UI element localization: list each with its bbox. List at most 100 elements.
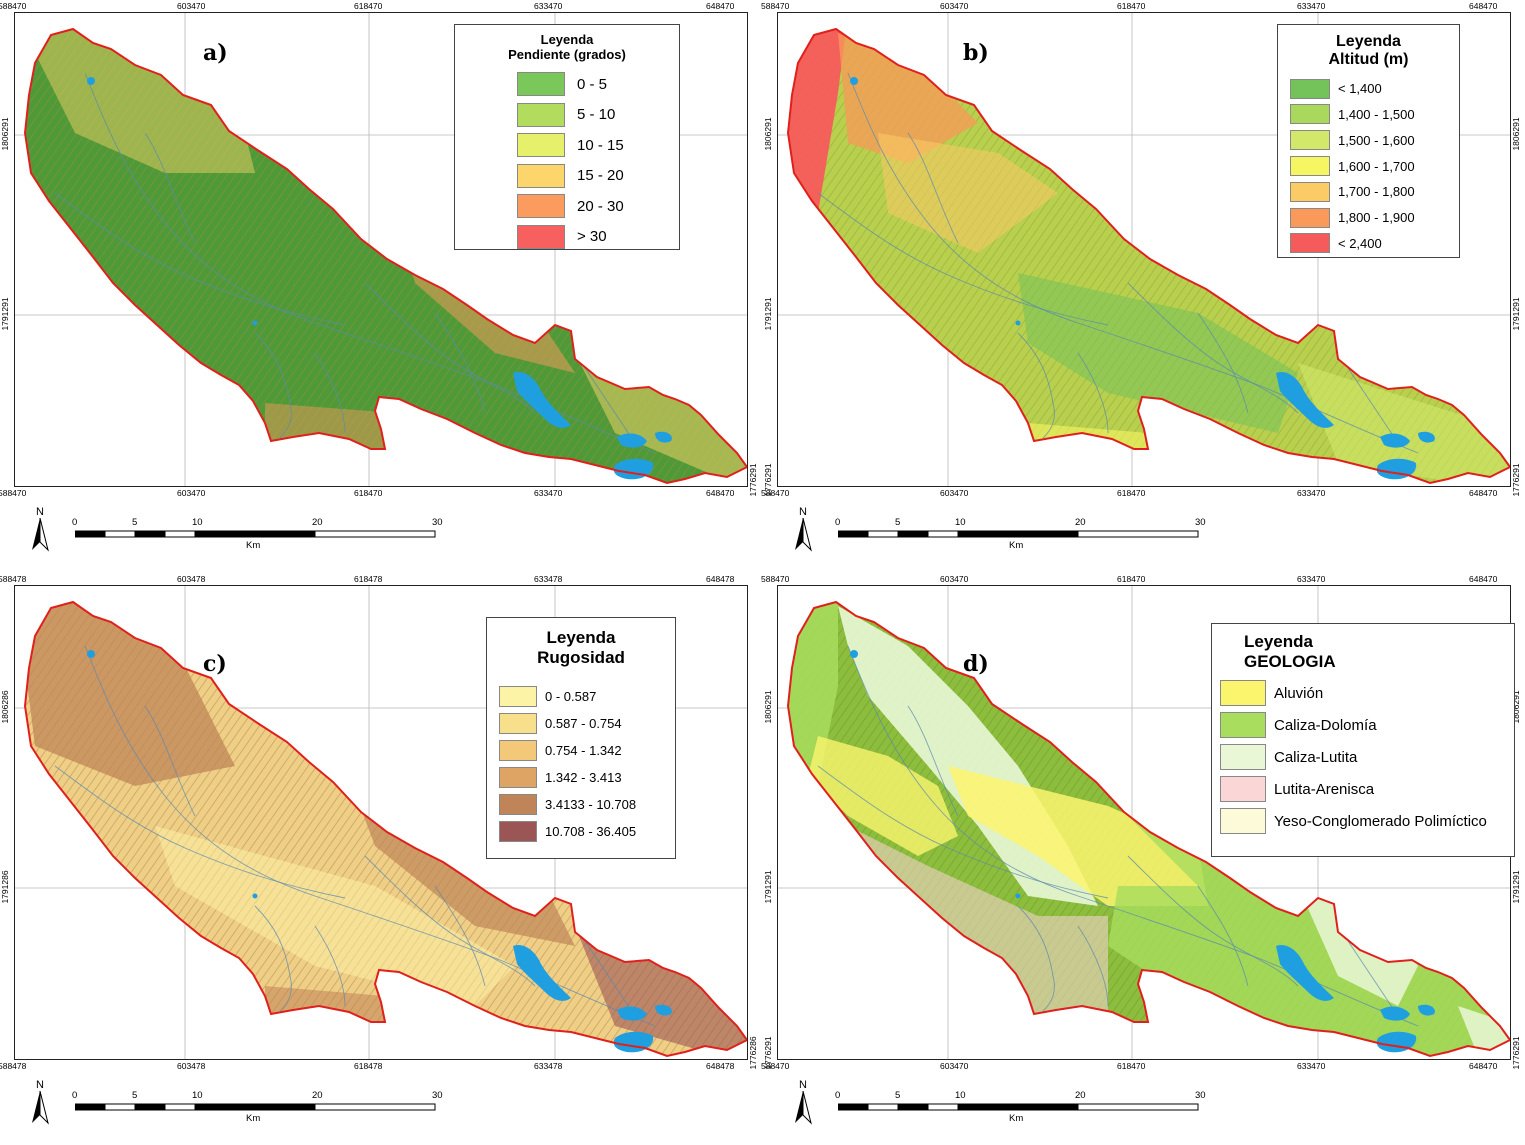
- legend-swatch: [1220, 680, 1266, 707]
- x-tick-top: 603470: [940, 574, 969, 584]
- x-tick-bottom: 603470: [940, 488, 969, 498]
- legend-item: 20 - 30: [517, 191, 679, 222]
- legend-item: 1.342 - 3.413: [499, 764, 675, 791]
- legend-swatch: [517, 194, 565, 219]
- study-area-boundary: [23, 600, 747, 1058]
- north-label: N: [799, 506, 807, 518]
- legend-swatch: [1220, 776, 1266, 803]
- zone-d-2: [808, 736, 958, 856]
- scale-tick-label: 10: [192, 1090, 203, 1101]
- water-body-2: [1380, 433, 1410, 448]
- legend-title-line2: Rugosidad: [537, 647, 625, 667]
- x-tick-top: 618470: [354, 1, 383, 11]
- legend-item-label: 0.587 - 0.754: [545, 716, 622, 732]
- map-panel-c: c) 588478 603478 618478 633478 648478 588478 60…: [0, 573, 762, 1145]
- x-tick-top: 618470: [1117, 1, 1146, 11]
- stream-7: [314, 352, 346, 434]
- legend-item: 1,600 - 1,700: [1290, 153, 1459, 179]
- water-body-2: [617, 1006, 647, 1021]
- y-tick-right: 1791291: [1511, 870, 1521, 904]
- legend-item: 0 - 0.587: [499, 683, 675, 710]
- x-tick-bottom: 618470: [354, 488, 383, 498]
- north-label: N: [36, 1079, 44, 1091]
- x-tick-top: 633470: [1297, 1, 1326, 11]
- stream-4: [144, 705, 196, 817]
- stream-7: [314, 925, 346, 1007]
- legend-item: < 1,400: [1290, 76, 1459, 102]
- x-tick-top: 588470: [0, 1, 27, 11]
- stream-3: [1127, 282, 1299, 414]
- x-tick-top: 603478: [177, 574, 206, 584]
- water-point: [87, 650, 95, 658]
- x-tick-bottom: 648470: [1469, 1061, 1498, 1071]
- water-point: [252, 320, 258, 326]
- legend-item-label: 10.708 - 36.405: [545, 824, 637, 840]
- north-arrow-icon: N: [793, 506, 813, 557]
- x-tick-top: 618478: [354, 574, 383, 584]
- stream-3: [364, 282, 536, 414]
- legend-title-line2: Altitud (m): [1328, 51, 1409, 69]
- scale-bar: 0 5 10 20 30 Km: [70, 516, 443, 552]
- map-canvas-d: [778, 586, 1510, 1059]
- zone-d-4: [808, 806, 1108, 1026]
- legend-item-label: Caliza-Lutita: [1274, 748, 1358, 766]
- map-legend: Leyenda Pendiente (grados) 0 - 5 5 - 10 10 -…: [454, 24, 680, 250]
- y-tick-right: 1776291: [1511, 463, 1521, 497]
- y-tick-left: 1776291: [763, 1036, 773, 1070]
- legend-swatch: [517, 163, 565, 188]
- legend-item-label: 0 - 5: [577, 75, 608, 93]
- north-label: N: [36, 506, 44, 518]
- legend-swatch: [1220, 712, 1266, 739]
- map-canvas-b: [778, 13, 1510, 486]
- y-tick-left: 1806291: [763, 117, 773, 151]
- stream-7: [1077, 352, 1109, 434]
- zone-b-2: [878, 133, 1058, 253]
- legend-swatch: [1290, 233, 1330, 254]
- legend-item: Aluvión: [1220, 677, 1514, 709]
- map-legend: Leyenda GEOLOGIA Aluvión Caliza-Dolomía Cali…: [1211, 623, 1515, 857]
- water-body-3: [1418, 1004, 1435, 1016]
- x-tick-bottom: 618470: [1117, 1061, 1146, 1071]
- x-tick-top: 648470: [1469, 574, 1498, 584]
- legend-item-label: Caliza-Dolomía: [1274, 716, 1377, 734]
- stream-2: [1017, 905, 1055, 1012]
- legend-swatch: [1290, 78, 1330, 99]
- legend-item-label: < 1,400: [1338, 81, 1382, 97]
- legend-title: Leyenda GEOLOGIA: [1212, 632, 1514, 671]
- legend-item: 5 - 10: [517, 99, 679, 130]
- x-tick-top: 648478: [706, 574, 735, 584]
- y-tick-left: 1806291: [763, 690, 773, 724]
- legend-title-line1: Leyenda: [546, 628, 616, 647]
- legend-item-label: 1.342 - 3.413: [545, 770, 622, 786]
- map-legend: Leyenda Altitud (m) < 1,400 1,400 - 1,500 1,…: [1277, 24, 1460, 258]
- legend-item-label: 20 - 30: [577, 197, 624, 215]
- legend-item: 15 - 20: [517, 160, 679, 191]
- x-tick-top: 588470: [761, 1, 790, 11]
- stream-5: [1197, 885, 1249, 987]
- legend-item-label: Aluvión: [1274, 684, 1324, 702]
- stream-3: [1127, 855, 1299, 987]
- legend-item-label: Lutita-Arenisca: [1274, 780, 1375, 798]
- zone-c-0: [25, 602, 235, 786]
- stream-3: [364, 855, 536, 987]
- x-tick-top: 588470: [761, 574, 790, 584]
- y-tick-left: 1806286: [0, 690, 10, 724]
- x-tick-top: 618470: [1117, 574, 1146, 584]
- legend-swatch: [1220, 744, 1266, 771]
- legend-item-label: 1,400 - 1,500: [1338, 106, 1415, 122]
- legend-swatch: [499, 794, 537, 816]
- scale-tick-label: 0: [72, 1090, 78, 1101]
- stream-7: [1077, 925, 1109, 1007]
- legend-title: Leyenda Pendiente (grados): [455, 32, 679, 63]
- panel-label: d): [963, 651, 989, 677]
- map-canvas-a: [15, 13, 747, 486]
- stream-5: [1197, 312, 1249, 414]
- legend-swatch: [517, 133, 565, 158]
- panel-label: a): [203, 40, 228, 66]
- legend-item-label: 0.754 - 1.342: [545, 743, 622, 759]
- scale-unit-label: Km: [1009, 1113, 1024, 1124]
- water-body-0: [513, 371, 571, 428]
- water-body-2: [1380, 1006, 1410, 1021]
- water-body-3: [655, 1004, 672, 1016]
- water-point: [1015, 320, 1021, 326]
